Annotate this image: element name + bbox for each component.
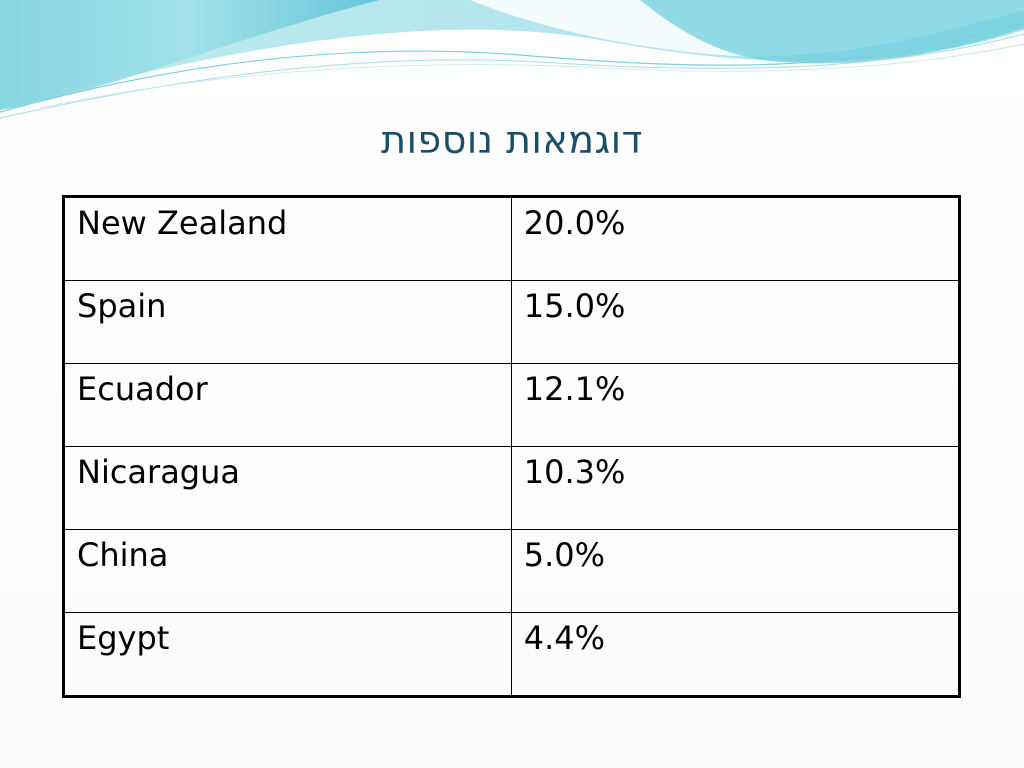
- table-row: New Zealand 20.0%: [63, 196, 961, 281]
- wave-line-3: [39, 43, 1024, 109]
- table-row: Egypt 4.4%: [63, 612, 961, 697]
- country-cell: Nicaragua: [63, 446, 512, 530]
- wave-line-1: [0, 21, 1024, 113]
- wave-header-decoration: [0, 0, 1024, 119]
- data-table: New Zealand 20.0% Spain 15.0% Ecuador 12…: [62, 195, 961, 698]
- wave-shape-right: [640, 0, 1024, 64]
- value-cell: 5.0%: [510, 529, 961, 613]
- country-cell: Spain: [63, 280, 512, 364]
- slide-title: דוגמאות נוספות: [381, 118, 643, 162]
- country-cell: Egypt: [63, 612, 512, 697]
- table-row: Ecuador 12.1%: [63, 363, 961, 447]
- value-cell: 10.3%: [510, 446, 961, 530]
- table-row: Nicaragua 10.3%: [63, 446, 961, 530]
- country-cell: China: [63, 529, 512, 613]
- table-row: Spain 15.0%: [63, 280, 961, 364]
- value-cell: 4.4%: [510, 612, 961, 697]
- table-row: China 5.0%: [63, 529, 961, 613]
- value-cell: 15.0%: [510, 280, 961, 364]
- country-cell: Ecuador: [63, 363, 512, 447]
- value-cell: 20.0%: [510, 196, 961, 281]
- country-cell: New Zealand: [63, 196, 512, 281]
- wave-shape-accent: [0, 0, 380, 110]
- value-cell: 12.1%: [510, 363, 961, 447]
